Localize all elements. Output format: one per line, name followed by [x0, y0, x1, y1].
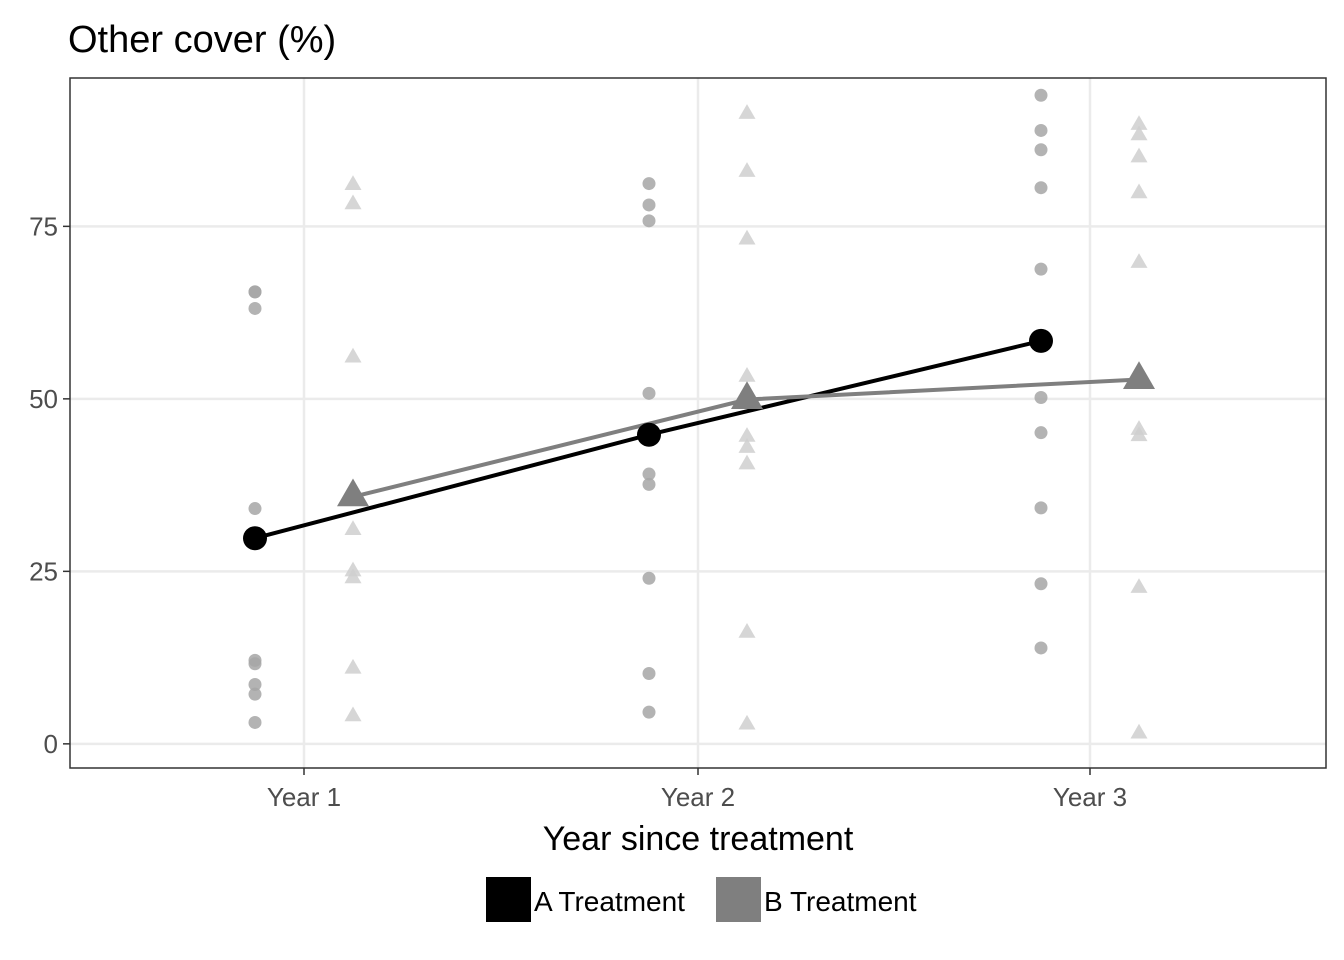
- mean-a-3: [1029, 328, 1053, 353]
- point-a-1-2: [248, 301, 262, 315]
- point-a-1-8: [248, 715, 262, 729]
- mean-b-3: [1123, 361, 1155, 389]
- y-tick-label-1: 25: [29, 556, 58, 586]
- point-b-2-6: [738, 454, 756, 470]
- point-a-3-4: [1034, 262, 1048, 276]
- point-a-3-1: [1034, 123, 1048, 137]
- point-a-3-3: [1034, 181, 1048, 195]
- y-tick-label-0: 0: [44, 729, 58, 759]
- point-b-3-0: [1130, 115, 1148, 130]
- point-b-2-1: [738, 162, 756, 177]
- point-a-3-0: [1034, 88, 1048, 102]
- point-b-2-8: [738, 714, 756, 730]
- y-tick-label-2: 50: [29, 384, 58, 414]
- point-b-1-2: [344, 347, 362, 363]
- point-a-3-9: [1034, 641, 1048, 655]
- raw-points: [248, 88, 1148, 739]
- point-b-3-6: [1130, 426, 1148, 442]
- legend-key-a: [486, 877, 531, 922]
- point-b-1-3: [344, 520, 362, 535]
- point-b-2-7: [738, 623, 756, 638]
- point-a-2-6: [642, 571, 656, 585]
- legend-label-b: B Treatment: [764, 886, 917, 917]
- x-tick-label-1: Year 2: [661, 782, 735, 812]
- point-a-3-5: [1034, 390, 1048, 404]
- point-b-3-8: [1130, 723, 1148, 739]
- legend-label-a: A Treatment: [534, 886, 685, 917]
- point-a-2-3: [642, 386, 656, 400]
- legend: A Treatment B Treatment: [486, 877, 917, 922]
- point-b-2-2: [738, 229, 756, 245]
- mean-b-2: [731, 381, 763, 409]
- point-a-1-1: [248, 285, 262, 299]
- point-b-1-7: [344, 706, 362, 722]
- point-b-3-3: [1130, 183, 1148, 199]
- point-a-2-2: [642, 214, 656, 228]
- mean-a-2: [637, 422, 661, 447]
- point-a-2-1: [642, 198, 656, 212]
- point-a-3-2: [1034, 143, 1048, 157]
- mean-a-1: [243, 526, 267, 551]
- point-a-1-6: [248, 678, 262, 692]
- point-b-1-1: [344, 194, 362, 210]
- point-b-3-1: [1130, 125, 1148, 141]
- mean-b-1: [337, 478, 369, 507]
- point-a-3-7: [1034, 501, 1048, 515]
- point-a-2-7: [642, 666, 656, 680]
- point-a-2-4: [642, 467, 656, 481]
- point-b-2-4: [738, 427, 756, 442]
- point-a-1-5: [248, 657, 262, 671]
- point-b-1-0: [344, 175, 362, 190]
- mean-markers: [243, 328, 1155, 551]
- x-axis-title: Year since treatment: [543, 820, 854, 858]
- point-b-2-0: [738, 104, 756, 119]
- point-a-2-5: [642, 477, 656, 491]
- point-a-3-6: [1034, 426, 1048, 440]
- x-tick-label-2: Year 3: [1053, 782, 1127, 812]
- point-a-1-7: [248, 687, 262, 701]
- point-b-3-2: [1130, 147, 1148, 163]
- point-b-2-5: [738, 438, 756, 453]
- x-tick-label-0: Year 1: [267, 782, 341, 812]
- point-a-1-3: [248, 502, 262, 516]
- x-axis-ticks: Year 1 Year 2 Year 3: [267, 768, 1127, 812]
- y-tick-label-3: 75: [29, 211, 58, 241]
- y-axis-ticks: 0 25 50 75: [29, 211, 70, 759]
- point-b-3-7: [1130, 578, 1148, 593]
- point-b-1-6: [344, 658, 362, 674]
- point-b-3-4: [1130, 253, 1148, 268]
- chart-title: Other cover (%): [68, 19, 336, 61]
- point-a-3-8: [1034, 577, 1048, 591]
- point-a-2-8: [642, 705, 656, 719]
- point-a-2-0: [642, 177, 656, 191]
- point-b-1-5: [344, 568, 362, 584]
- point-b-2-3: [738, 367, 756, 382]
- legend-key-b: [716, 877, 761, 922]
